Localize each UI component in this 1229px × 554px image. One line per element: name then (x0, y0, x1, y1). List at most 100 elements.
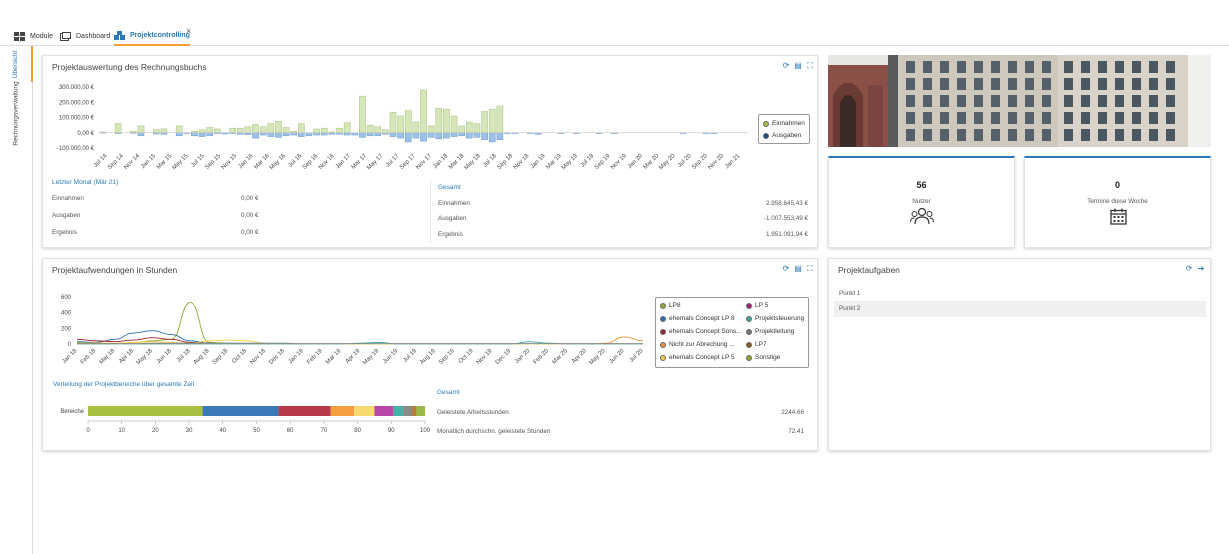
task-item-label: Punkt 1 (839, 290, 861, 297)
expense-bar (343, 132, 351, 136)
legend-item[interactable]: LP 5 (746, 302, 768, 309)
income-bar (320, 127, 328, 133)
x-tick-label: Apr 19 (345, 348, 362, 365)
x-tick-label: May 18 (136, 348, 155, 367)
refresh-icon[interactable]: ⟳ (782, 264, 790, 273)
x-tick-label: May 20 (589, 348, 608, 367)
users-stat-card[interactable]: 56 Nutzer (828, 156, 1015, 248)
facade-windows (906, 61, 1175, 141)
income-bar (473, 123, 481, 133)
window (1008, 129, 1017, 141)
x-tick-label: Jan 19 (288, 348, 305, 365)
legend-item[interactable]: Projektleitung (746, 328, 794, 335)
legend-item[interactable]: ehemals Concept LP 8 (660, 315, 735, 322)
x-tick-label: Nov 20 (707, 153, 725, 171)
legend-label: LP7 (755, 341, 767, 348)
legend-item[interactable]: LP8 (660, 302, 681, 309)
legend-item[interactable]: Nicht zur Abrechung ... (660, 341, 735, 348)
legend-item[interactable]: ehemals Concept Sons... (660, 328, 742, 335)
income-bar (229, 127, 236, 133)
legend-item[interactable]: ehemals Concept LP 5 (660, 354, 735, 361)
window (906, 78, 915, 90)
x-tick-label: Jun 20 (609, 348, 626, 365)
lm-expense-label: Ausgaben (52, 212, 81, 219)
task-item[interactable]: Punkt 2 (834, 301, 1206, 317)
window (991, 61, 1000, 73)
close-tab-icon[interactable]: × (186, 26, 192, 36)
expense-bar (397, 132, 404, 139)
y-tick-label: 600 (61, 295, 72, 301)
expense-bar (305, 132, 313, 137)
window (957, 78, 966, 90)
distribution-chart: Bereiche 0 10 20 30 40 50 60 70 80 90 100 (60, 406, 431, 434)
income-bar (160, 128, 168, 133)
window (1166, 78, 1175, 90)
refresh-icon[interactable]: ⟳ (1185, 264, 1193, 273)
x-tick-label: Jan 18 (432, 153, 449, 170)
legend-label: Ausgaben (772, 132, 802, 139)
x-tick-label: 20 (152, 428, 159, 434)
export-icon[interactable]: ▤ (794, 264, 802, 273)
x-tick-label: 60 (287, 428, 294, 434)
x-tick-label: Oct 19 (458, 348, 475, 365)
refresh-icon[interactable]: ⟳ (782, 61, 790, 70)
divider (430, 181, 431, 243)
window (1149, 61, 1158, 73)
legend-item-ausgaben[interactable]: Ausgaben (763, 132, 801, 139)
task-item[interactable]: Punkt 1 (834, 286, 1206, 301)
window (991, 129, 1000, 141)
window (974, 95, 983, 107)
legend-item[interactable]: LP7 (746, 341, 767, 348)
segment-bar (403, 406, 412, 416)
tab-projektcontrolling[interactable]: Projektcontrolling (114, 26, 190, 46)
lm-result-label: Ergebnis (52, 229, 77, 236)
sidebar-item-label: Rechnungsverwaltung (13, 80, 21, 146)
window (1115, 78, 1124, 90)
income-bar (244, 126, 252, 134)
legend-item[interactable]: Sonstige (746, 354, 780, 361)
tab-dashboard[interactable]: Dashboard (60, 26, 110, 46)
arrow-right-icon[interactable]: ➜ (1197, 264, 1205, 273)
x-tick-label: May 17 (366, 153, 385, 172)
fullscreen-icon[interactable]: ⛶ (807, 264, 813, 273)
window (1149, 95, 1158, 107)
income-bar (198, 129, 206, 134)
window (940, 129, 949, 141)
income-bar (343, 122, 351, 134)
income-bar (336, 127, 343, 133)
x-tick-label: Sep 17 (399, 153, 417, 171)
x-tick-label: Jan 19 (530, 153, 547, 170)
billing-legend: Einnahmen Ausgaben (758, 114, 810, 144)
tasks-title: Projektaufgaben (838, 265, 900, 275)
legend-item[interactable]: Projektsteuerung (746, 315, 804, 322)
export-icon[interactable]: ▤ (794, 61, 802, 70)
x-tick-label: Sep 20 (691, 153, 709, 171)
sidebar-item-uebersicht[interactable]: Übersicht (0, 46, 33, 82)
legend-swatch (660, 302, 666, 309)
sidebar-item-rechnungsverwaltung[interactable]: Rechnungsverwaltung (0, 80, 33, 146)
income-bar (412, 121, 420, 134)
x-tick-label: 80 (354, 428, 361, 434)
series-line (76, 302, 643, 345)
x-tick-label: May 16 (269, 153, 288, 172)
x-tick-label: 90 (388, 428, 395, 434)
expense-bar (198, 132, 206, 137)
expense-bar (206, 132, 214, 137)
window (1132, 78, 1141, 90)
billing-title: Projektauswertung des Rechnungsbuchs (52, 62, 207, 72)
hours-total-heading: Gesamt (437, 389, 460, 396)
tab-label: Projektcontrolling (130, 31, 190, 39)
x-tick-label: Nov 15 (221, 153, 239, 171)
tab-module[interactable]: Module (14, 26, 53, 46)
legend-item-einnahmen[interactable]: Einnahmen (763, 120, 805, 127)
window (906, 95, 915, 107)
x-tick-label: Dec 19 (495, 348, 513, 366)
legend-label: Projektleitung (755, 328, 795, 335)
window (1081, 129, 1090, 141)
project-photo (828, 55, 1211, 147)
fullscreen-icon[interactable]: ⛶ (807, 61, 813, 70)
legend-swatch (746, 341, 752, 348)
window (1115, 95, 1124, 107)
appointments-stat-card[interactable]: 0 Termine diese Woche (1024, 156, 1211, 248)
income-bar (366, 124, 374, 133)
